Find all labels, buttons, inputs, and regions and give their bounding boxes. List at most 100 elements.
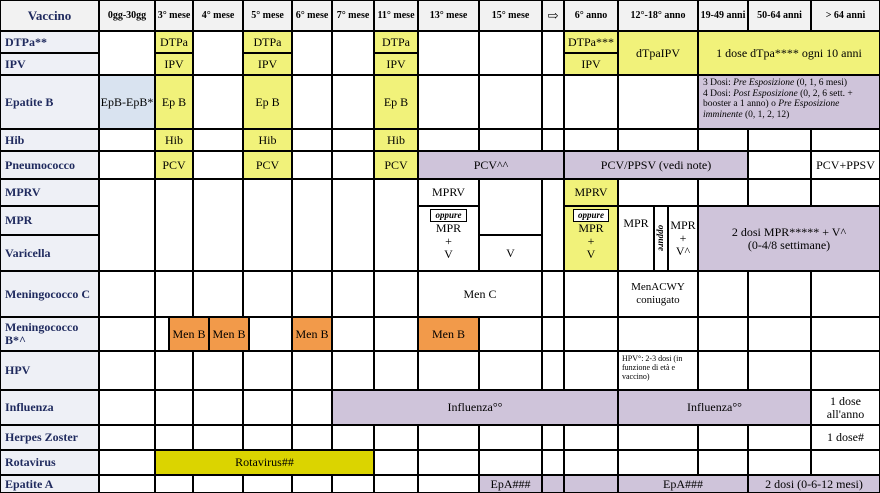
cell-menb-3: Men B	[292, 317, 332, 351]
empty-cell	[374, 475, 418, 493]
empty-cell	[99, 425, 155, 450]
empty-cell	[618, 317, 698, 351]
cell-mpr-adult: 2 dosi MPR***** + V^ (0-4/8 settimane)	[698, 206, 880, 271]
row-label-hpv: HPV	[0, 351, 99, 390]
cell-mpr-v-6y: oppure MPR + V	[564, 206, 618, 271]
empty-cell	[564, 317, 618, 351]
header-vaccino: Vaccino	[0, 0, 99, 31]
empty-cell	[332, 425, 374, 450]
empty-cell	[479, 179, 542, 235]
empty-cell	[374, 351, 418, 390]
empty-cell	[618, 425, 698, 450]
header-col-6: 11° mese	[374, 0, 418, 31]
empty-cell	[698, 317, 748, 351]
empty-cell	[542, 450, 564, 475]
empty-cell	[99, 129, 155, 151]
row-label-ipv: IPV	[0, 53, 99, 75]
cell-pcv-ppsv: PCV/PPSV (vedi note)	[564, 151, 748, 179]
cell-v-15m: V	[479, 235, 542, 271]
cell-mpr-adol: MPR	[618, 206, 654, 271]
empty-cell	[748, 425, 811, 450]
header-col-5: 7° mese	[332, 0, 374, 31]
empty-cell	[193, 271, 243, 317]
empty-cell	[542, 317, 564, 351]
empty-cell	[698, 425, 748, 450]
empty-cell	[193, 475, 243, 493]
empty-cell	[243, 475, 292, 493]
header-col-12: 19-49 anni	[698, 0, 748, 31]
empty-cell	[292, 271, 332, 317]
menacwy-line1: MenACWY	[631, 281, 685, 293]
empty-cell	[292, 425, 332, 450]
row-label-mprv: MPRV	[0, 179, 99, 206]
empty-cell	[292, 390, 332, 425]
empty-cell	[479, 129, 542, 151]
empty-cell	[748, 129, 811, 151]
header-col-14: > 64 anni	[811, 0, 880, 31]
cell-dtpa-adult: 1 dose dTpa**** ogni 10 anni	[698, 31, 880, 75]
empty-cell	[479, 425, 542, 450]
cell-influenza-child: Influenza°°	[332, 390, 618, 425]
menacwy-line2: coniugato	[636, 294, 680, 306]
empty-cell	[479, 450, 542, 475]
empty-cell	[332, 179, 374, 271]
empty-cell	[479, 31, 542, 75]
empty-cell	[418, 475, 479, 493]
empty-cell	[618, 129, 698, 151]
plus-label: +	[587, 234, 595, 248]
cell-ipv-11m: IPV	[374, 53, 418, 75]
empty-cell	[99, 351, 155, 390]
empty-cell	[564, 450, 618, 475]
empty-cell	[332, 31, 374, 75]
empty-cell	[698, 179, 748, 206]
header-col-0: 0gg-30gg	[99, 0, 155, 31]
empty-cell	[698, 271, 748, 317]
row-label-mpr: MPR	[0, 206, 99, 235]
plus-label: +	[679, 231, 687, 245]
empty-cell	[811, 129, 880, 151]
row-label-herpes-zoster: Herpes Zoster	[0, 425, 99, 450]
empty-cell	[193, 425, 243, 450]
empty-cell	[748, 151, 811, 179]
empty-cell	[564, 129, 618, 151]
empty-cell	[243, 271, 292, 317]
empty-cell	[193, 390, 243, 425]
cell-dtpa-11m: DTPa	[374, 31, 418, 53]
oppure-label: oppure	[656, 225, 667, 252]
empty-cell	[99, 151, 155, 179]
empty-cell	[564, 425, 618, 450]
cell-dtpa-5m: DTPa	[243, 31, 292, 53]
empty-cell	[418, 75, 479, 129]
cell-epb-5m: Ep B	[243, 75, 292, 129]
header-col-2: 4° mese	[193, 0, 243, 31]
empty-cell	[374, 450, 418, 475]
plus-label: +	[445, 234, 452, 248]
row-label-meningococco-c: Meningococco C	[0, 271, 99, 317]
empty-cell	[99, 31, 155, 75]
row-label-varicella: Varicella	[0, 235, 99, 271]
empty-cell	[564, 75, 618, 129]
empty-cell	[155, 351, 193, 390]
empty-cell	[155, 390, 193, 425]
cell-oppure-vertical: oppure	[654, 206, 668, 271]
empty-cell	[418, 129, 479, 151]
empty-cell	[618, 450, 698, 475]
empty-cell	[332, 351, 374, 390]
empty-cell	[249, 317, 292, 351]
row-label-dtpa: DTPa**	[0, 31, 99, 53]
cell-pcv-ppsv-elderly: PCV+PPSV	[811, 151, 880, 179]
cell-hib-5m: Hib	[243, 129, 292, 151]
empty-cell	[542, 425, 564, 450]
empty-cell	[155, 475, 193, 493]
empty-cell	[542, 75, 564, 129]
empty-cell	[243, 179, 292, 271]
cell-ipv-3m: IPV	[155, 53, 193, 75]
header-col-11: 12°-18° anno	[618, 0, 698, 31]
cell-epb-adult: 3 Dosi: Pre Esposizione (0, 1, 6 mesi) 4 …	[698, 75, 880, 129]
empty-cell	[564, 351, 618, 390]
empty-cell	[564, 271, 618, 317]
empty-cell	[332, 317, 374, 351]
cell-epa-child: EpA###	[479, 475, 542, 493]
row-label-pneumococco: Pneumococco	[0, 151, 99, 179]
